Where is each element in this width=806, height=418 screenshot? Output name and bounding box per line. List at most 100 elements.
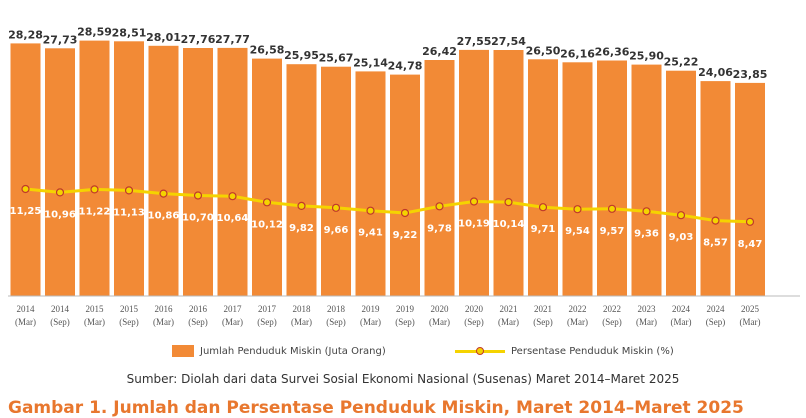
x-tick-year: 2015: [120, 304, 139, 314]
legend-item-line: Persentase Penduduk Miskin (%): [455, 345, 674, 357]
x-tick-year: 2019: [396, 304, 415, 314]
legend-line-swatch: [455, 345, 505, 357]
x-tick-period: (Mar): [636, 317, 657, 327]
x-tick-year: 2015: [86, 304, 105, 314]
line-point: [435, 202, 444, 211]
line-point: [711, 216, 720, 225]
x-tick-period: (Sep): [602, 317, 622, 327]
x-tick-period: (Sep): [464, 317, 484, 327]
x-tick-year: 2017: [224, 304, 243, 314]
bar-value-label: 25,22: [664, 56, 699, 69]
bar-value-label: 26,16: [560, 47, 595, 60]
line-point: [331, 203, 341, 212]
bar-value-label: 25,67: [319, 52, 354, 65]
percentage-line: [25, 187, 751, 224]
x-tick-period: (Mar): [222, 317, 243, 327]
x-tick-year: 2025: [741, 304, 760, 314]
bar: [459, 49, 489, 297]
legend-line-label: Persentase Penduduk Miskin (%): [511, 345, 674, 357]
line-value-label: 9,82: [289, 223, 314, 234]
line-value-label: 9,57: [600, 226, 625, 237]
line-value-label: 9,36: [634, 228, 659, 239]
bar-value-label: 26,42: [422, 45, 457, 58]
bar-value-label: 28,01: [146, 31, 181, 44]
bar-value-label: 23,85: [733, 68, 768, 81]
line-value-label: 9,22: [393, 230, 418, 241]
bar-value-label: 26,36: [595, 46, 630, 59]
bar: [390, 74, 420, 296]
line-point: [159, 189, 168, 198]
line-value-label: 10,64: [217, 213, 249, 224]
x-tick-year: 2014: [17, 304, 36, 314]
line-value-label: 10,96: [44, 209, 76, 220]
bar-value-label: 25,95: [284, 49, 319, 62]
bar-value-label: 26,58: [250, 44, 285, 57]
x-tick-period: (Mar): [84, 317, 105, 327]
line-point: [676, 211, 686, 220]
bar: [666, 70, 696, 296]
legend-bar-swatch: [172, 345, 194, 357]
line-value-label: 11,13: [113, 207, 145, 218]
bar: [562, 62, 593, 296]
bar: [493, 50, 524, 296]
line-value-label: 10,19: [458, 219, 490, 230]
line-value-label: 9,66: [324, 225, 349, 236]
x-tick-year: 2024: [672, 304, 691, 314]
line-value-label: 9,03: [669, 232, 694, 243]
bar-series: [10, 40, 765, 297]
x-tick-period: (Sep): [326, 317, 346, 327]
bar: [735, 82, 765, 297]
bar: [148, 45, 179, 296]
bar: [10, 43, 41, 297]
bar: [286, 64, 317, 296]
bar-value-label: 27,77: [215, 33, 250, 46]
x-tick-period: (Mar): [429, 317, 450, 327]
x-tick-year: 2021: [534, 304, 552, 314]
line-value-label: 8,57: [703, 238, 728, 249]
line-value-label: 8,47: [738, 239, 763, 250]
bar: [217, 47, 248, 297]
x-tick-period: (Sep): [50, 317, 70, 327]
bar-value-label: 27,73: [43, 33, 78, 46]
x-tick-year: 2022: [603, 304, 621, 314]
x-tick-period: (Mar): [671, 317, 692, 327]
legend-bar-label: Jumlah Penduduk Miskin (Juta Orang): [200, 345, 386, 357]
x-tick-year: 2024: [707, 304, 726, 314]
line-value-label: 9,71: [531, 224, 556, 235]
bar-value-label: 25,90: [629, 50, 664, 63]
line-value-label: 9,78: [427, 223, 452, 234]
bar-value-label: 28,28: [8, 28, 43, 41]
line-point: [90, 185, 99, 194]
bar-value-label: 24,06: [698, 66, 733, 79]
poverty-chart: 28,28 11,25 27,73 10,96 28,59 11,22 28,51 11,13…: [8, 26, 800, 327]
bar: [528, 59, 558, 296]
line-point: [55, 188, 65, 197]
x-tick-year: 2018: [293, 304, 312, 314]
line-point: [745, 217, 755, 226]
x-tick-year: 2021: [500, 304, 518, 314]
figure-caption: Gambar 1. Jumlah dan Persentase Penduduk…: [8, 398, 744, 418]
line-point: [228, 192, 237, 201]
line-point: [573, 205, 582, 214]
x-tick-period: (Mar): [360, 317, 381, 327]
bar-value-label: 27,76: [181, 33, 216, 46]
x-tick-period: (Mar): [567, 317, 588, 327]
x-tick-year: 2020: [431, 304, 450, 314]
x-tick-year: 2016: [155, 304, 174, 314]
x-tick-year: 2019: [362, 304, 381, 314]
line-value-label: 9,54: [565, 226, 590, 237]
x-tick-year: 2020: [465, 304, 484, 314]
bar-value-label: 27,55: [457, 35, 492, 48]
x-tick-year: 2016: [189, 304, 208, 314]
bar: [424, 60, 455, 296]
bar: [597, 60, 627, 296]
bar: [114, 41, 144, 296]
x-tick-period: (Sep): [533, 317, 553, 327]
x-tick-year: 2022: [569, 304, 587, 314]
x-tick-year: 2014: [51, 304, 70, 314]
x-tick-period: (Mar): [740, 317, 761, 327]
line-series: [21, 184, 755, 226]
bar-value-label: 28,51: [112, 26, 147, 39]
x-tick-period: (Mar): [291, 317, 312, 327]
line-point: [21, 184, 30, 194]
